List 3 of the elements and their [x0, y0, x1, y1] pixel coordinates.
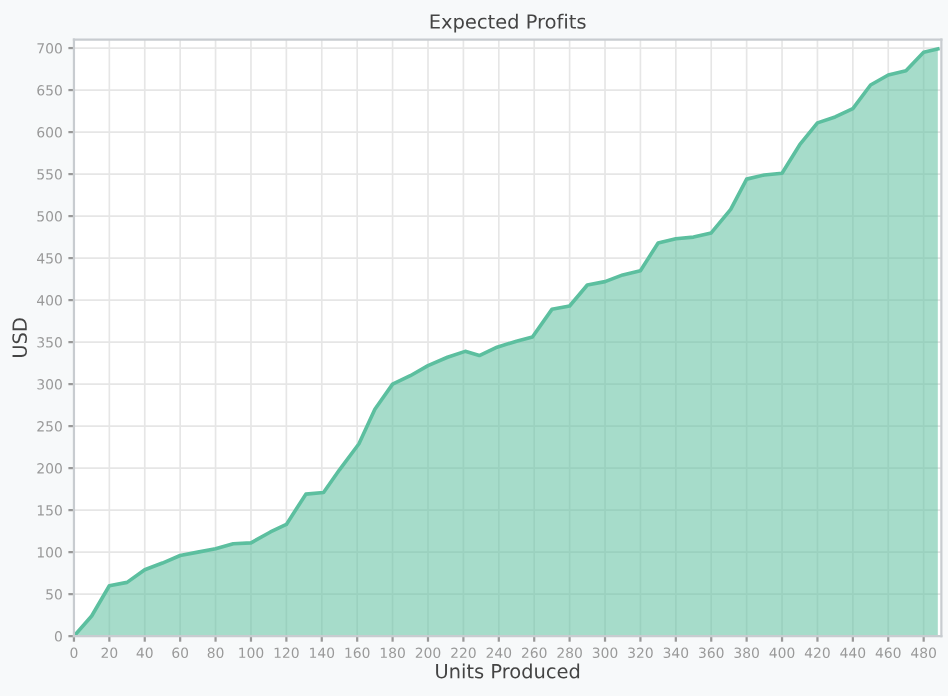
x-axis-title: Units Produced	[436, 663, 580, 679]
chart-title: Expected Profits	[430, 13, 586, 33]
y-axis-title: USD	[12, 318, 27, 357]
